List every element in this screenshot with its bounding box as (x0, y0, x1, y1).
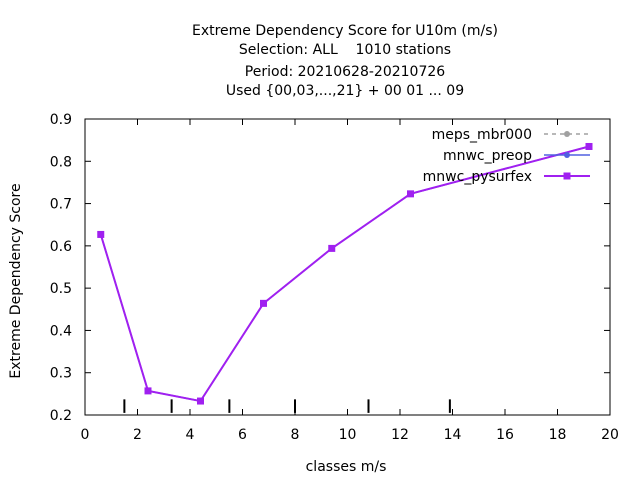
x-tick-label: 18 (549, 427, 567, 443)
x-tick-label: 20 (601, 427, 619, 443)
legend-marker (564, 131, 570, 137)
legend-entry: mnwc_preop (443, 148, 590, 164)
x-tick-label: 8 (291, 427, 300, 443)
y-tick-label: 0.9 (50, 112, 72, 128)
y-tick-label: 0.4 (50, 323, 72, 339)
legend-entry: meps_mbr000 (432, 127, 590, 143)
data-point (585, 142, 593, 150)
y-tick-label: 0.8 (50, 154, 72, 170)
x-tick-label: 6 (238, 427, 247, 443)
title-line-1: Extreme Dependency Score for U10m (m/s) (192, 23, 498, 39)
x-tick-label: 16 (496, 427, 514, 443)
y-tick-label: 0.6 (50, 239, 72, 255)
chart-title: Extreme Dependency Score for U10m (m/s) … (192, 23, 498, 99)
plot-frame (84, 118, 611, 416)
series-mnwc_pysurfex (97, 142, 593, 405)
legend-marker (563, 172, 571, 180)
title-line-3: Period: 20210628-20210726 (245, 64, 445, 80)
data-point (144, 387, 152, 395)
x-axis-label: classes m/s (306, 459, 387, 475)
y-tick-label: 0.7 (50, 197, 72, 213)
title-line-2: Selection: ALL 1010 stations (239, 42, 451, 58)
x-tick-label: 2 (133, 427, 142, 443)
x-tick-label: 4 (186, 427, 195, 443)
legend-marker (564, 152, 570, 158)
data-point (407, 190, 414, 198)
legend-label: mnwc_pysurfex (423, 169, 532, 185)
data-point (260, 299, 267, 307)
data-point (197, 397, 204, 405)
legend-label: meps_mbr000 (432, 127, 532, 143)
y-axis-label: Extreme Dependency Score (8, 183, 24, 378)
y-tick-label: 0.3 (50, 366, 72, 382)
data-point (328, 244, 336, 252)
x-tick-label: 10 (339, 427, 357, 443)
x-tick-label: 12 (391, 427, 409, 443)
title-line-4: Used {00,03,...,21} + 00 01 ... 09 (226, 83, 464, 99)
x-tick-label: 14 (444, 427, 462, 443)
data-point (97, 230, 105, 238)
legend-label: mnwc_preop (443, 148, 532, 164)
y-tick-label: 0.2 (50, 408, 72, 424)
y-tick-label: 0.5 (50, 281, 72, 297)
x-tick-label: 0 (81, 427, 90, 443)
legend-entry: mnwc_pysurfex (423, 169, 590, 185)
